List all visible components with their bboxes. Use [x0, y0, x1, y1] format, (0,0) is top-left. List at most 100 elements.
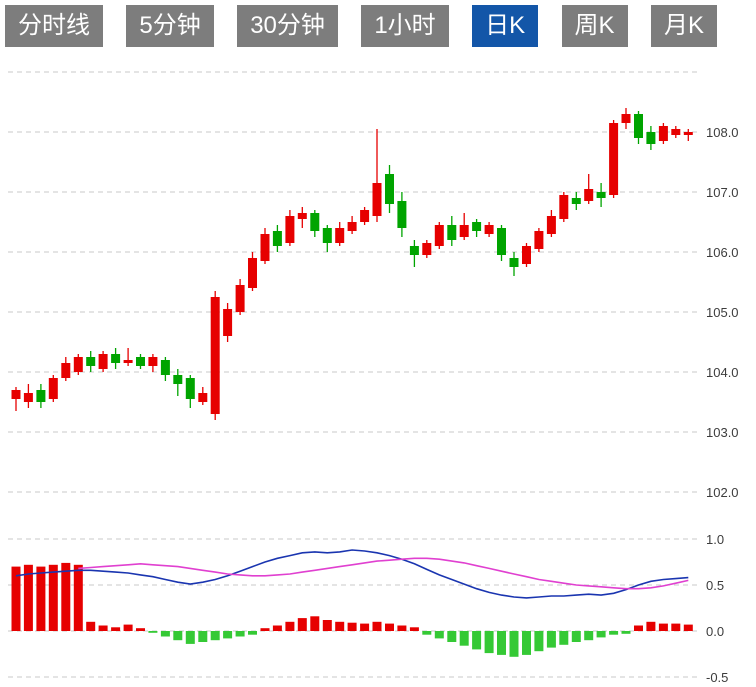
macd-axis-label: 0.5 — [706, 578, 724, 593]
timeframe-tab-2[interactable]: 5分钟 — [126, 5, 214, 47]
macd-histogram-bar — [185, 631, 195, 644]
candle-body — [185, 378, 195, 399]
candle-body — [61, 363, 71, 378]
candle-body — [360, 210, 370, 222]
candle-body — [584, 189, 594, 201]
candle-body — [459, 225, 469, 237]
candle-body — [310, 213, 320, 231]
candle-body — [136, 357, 145, 366]
macd-histogram-bar — [658, 623, 668, 631]
candle-body — [646, 132, 656, 144]
macd-axis-label: 0.0 — [706, 624, 724, 639]
candle-body — [160, 360, 170, 375]
candle-body — [422, 243, 432, 255]
candle-body — [683, 132, 693, 135]
main-axis-label: 105.0 — [706, 305, 739, 320]
macd-histogram-bar — [646, 621, 656, 631]
candle-body — [23, 393, 33, 402]
candle-body — [223, 309, 233, 336]
macd-histogram-bar — [61, 562, 71, 631]
candle-body — [98, 354, 108, 369]
macd-histogram-bar — [422, 631, 432, 635]
candle-body — [322, 228, 332, 243]
candle-body — [497, 228, 506, 255]
timeframe-tabs: 分时线 5分钟 30分钟 1小时 日K 周K 月K — [5, 5, 717, 47]
macd-histogram-bar — [160, 631, 170, 637]
candle-body — [609, 123, 619, 195]
macd-histogram-bar — [484, 631, 494, 654]
candle-body — [148, 357, 158, 366]
candle-body — [285, 216, 295, 243]
candle-body — [447, 225, 457, 240]
macd-histogram-bar — [86, 621, 96, 631]
macd-histogram-bar — [260, 628, 270, 631]
macd-histogram-bar — [546, 631, 556, 648]
macd-histogram-bar — [497, 631, 506, 655]
macd-histogram-bar — [272, 625, 282, 631]
candle-body — [484, 225, 494, 234]
dif-line — [15, 549, 689, 599]
candle-body — [621, 114, 631, 123]
candle-body — [472, 222, 482, 231]
candle-body — [73, 357, 83, 372]
candle-body — [385, 174, 394, 204]
candle-body — [397, 201, 407, 228]
timeframe-tab-4[interactable]: 1小时 — [361, 5, 449, 47]
macd-histogram-bar — [634, 625, 643, 631]
macd-histogram-bar — [683, 624, 693, 631]
timeframe-tab-7[interactable]: 月K — [650, 5, 717, 47]
timeframe-tab-1[interactable]: 分时线 — [5, 5, 103, 47]
main-axis-label: 108.0 — [706, 125, 739, 140]
candle-body — [509, 258, 519, 267]
candle-body — [534, 231, 544, 249]
macd-axis-label: -0.5 — [706, 670, 728, 685]
macd-histogram-bar — [235, 631, 245, 637]
macd-histogram-bar — [347, 622, 357, 631]
macd-histogram-bar — [335, 621, 345, 631]
macd-histogram-bar — [584, 631, 594, 641]
macd-histogram-bar — [198, 631, 208, 642]
macd-histogram-bar — [522, 631, 531, 655]
macd-histogram-bar — [223, 631, 233, 639]
macd-histogram-bar — [596, 631, 606, 638]
macd-histogram-bar — [285, 621, 295, 631]
candle-body — [86, 357, 96, 366]
macd-histogram-bar — [111, 627, 121, 631]
macd-histogram-bar — [48, 564, 58, 631]
candle-body — [272, 231, 282, 246]
timeframe-tab-6[interactable]: 周K — [561, 5, 628, 47]
candle-body — [123, 360, 133, 363]
macd-histogram-bar — [559, 631, 569, 645]
candle-body — [36, 390, 46, 402]
macd-histogram-bar — [248, 631, 257, 635]
macd-histogram-bar — [571, 631, 581, 642]
macd-histogram-bar — [609, 631, 619, 635]
macd-histogram-bar — [447, 631, 457, 642]
candle-body — [173, 375, 183, 384]
main-axis-label: 106.0 — [706, 245, 739, 260]
candle-body — [260, 234, 270, 261]
candle-body — [297, 213, 307, 219]
macd-histogram-bar — [98, 625, 108, 631]
macd-histogram-bar — [173, 631, 183, 641]
macd-axis-label: 1.0 — [706, 532, 724, 547]
candle-body — [671, 129, 681, 135]
macd-histogram-bar — [11, 566, 21, 631]
timeframe-tab-5[interactable]: 日K — [472, 5, 539, 47]
macd-histogram-bar — [397, 625, 407, 631]
macd-histogram-bar — [73, 564, 83, 631]
timeframe-tab-3[interactable]: 30分钟 — [237, 5, 338, 47]
candle-body — [48, 378, 58, 399]
candle-body — [111, 354, 121, 363]
main-axis-label: 103.0 — [706, 425, 739, 440]
candle-body — [546, 216, 556, 234]
macd-histogram-bar — [297, 618, 307, 631]
candle-body — [571, 198, 581, 204]
macd-histogram-bar — [434, 631, 444, 639]
candle-body — [658, 126, 668, 141]
macd-histogram-bar — [459, 631, 469, 646]
dea-line — [78, 557, 689, 590]
macd-chart: 1.0 0.5 0.0 -0.5 — [8, 532, 728, 685]
candle-body — [11, 390, 21, 399]
